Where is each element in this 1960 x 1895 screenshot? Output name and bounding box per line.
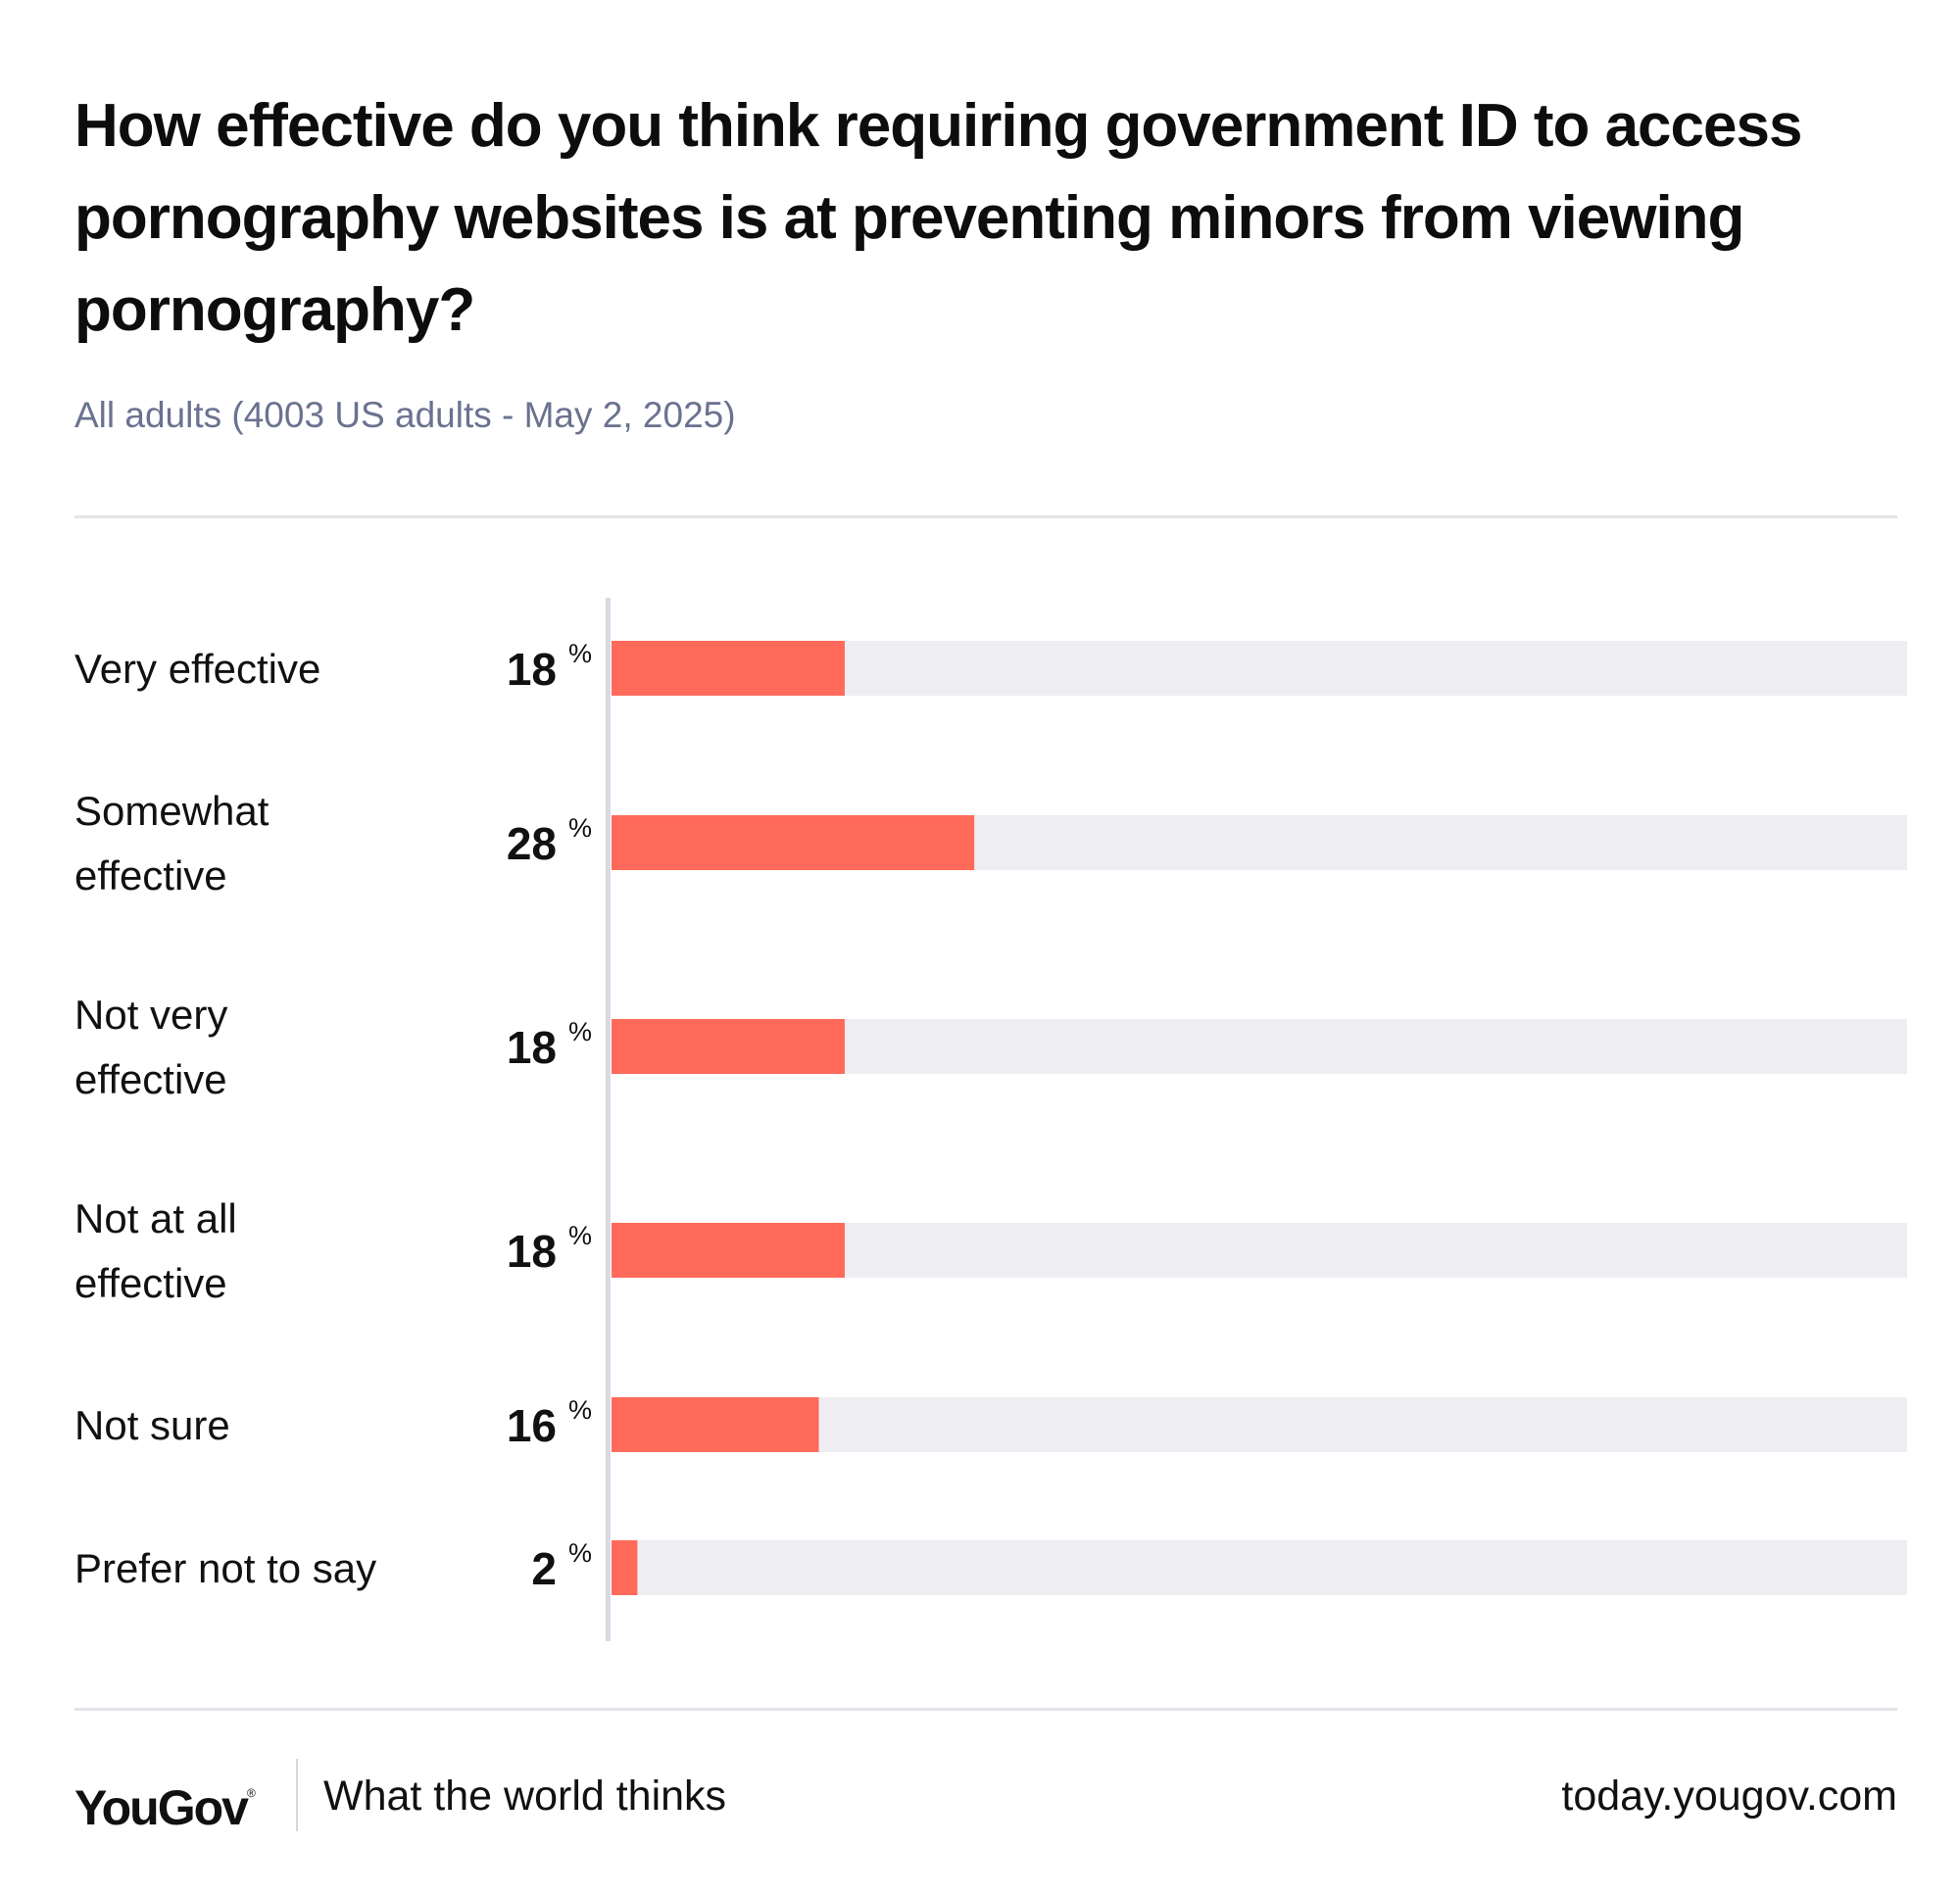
category-label-line: effective [74,1056,227,1102]
bar-chart: Very effective 18 % Somewhat effective 28 % Not… [74,598,1907,1641]
category-label: Not sure [74,1402,230,1448]
category-label-line: Somewhat [74,788,270,834]
percent-label: % [568,1395,592,1425]
category-label: Prefer not to say [74,1545,376,1591]
chart-subtitle: All adults (4003 US adults - May 2, 2025… [74,395,736,435]
bar [612,1540,638,1595]
category-label: Not at all effective [74,1195,237,1306]
category-label-line: Not very [74,992,227,1038]
value-label: 2 [531,1543,557,1594]
percent-label: % [568,813,592,843]
footer-tagline: What the world thinks [323,1773,727,1820]
value-label: 18 [507,1226,557,1277]
category-label: Not very effective [74,992,227,1102]
category-label: Somewhat effective [74,788,270,899]
percent-label: % [568,1017,592,1046]
header-divider [74,515,1897,518]
percent-label: % [568,1538,592,1568]
registered-mark: ® [246,1786,256,1800]
category-label-line: Very effective [74,646,320,692]
chart-title: How effective do you think requiring gov… [74,92,1802,344]
category-label-line: effective [74,1260,227,1306]
footer-divider-line [74,1708,1897,1711]
bar [612,1223,845,1278]
bar-track [612,1540,1907,1595]
percent-label: % [568,1221,592,1250]
footer-separator [296,1759,298,1831]
value-label: 28 [507,818,557,869]
bar [612,641,845,696]
value-label: 18 [507,644,557,695]
yougov-logo-text: YouGov [74,1780,249,1835]
bar [612,815,975,870]
bar [612,1397,819,1452]
value-label: 16 [507,1400,557,1451]
y-axis-line [606,598,611,1641]
footer-url-link[interactable]: today.yougov.com [1561,1773,1897,1820]
bar-track [612,1397,1907,1452]
category-label-line: Not sure [74,1402,230,1448]
category-label: Very effective [74,646,320,692]
value-label: 18 [507,1022,557,1073]
category-label-line: Prefer not to say [74,1545,376,1591]
percent-label: % [568,639,592,668]
bar [612,1019,845,1074]
category-label-line: effective [74,852,227,899]
category-label-line: Not at all [74,1195,237,1241]
yougov-logo[interactable]: YouGov® [74,1764,256,1837]
